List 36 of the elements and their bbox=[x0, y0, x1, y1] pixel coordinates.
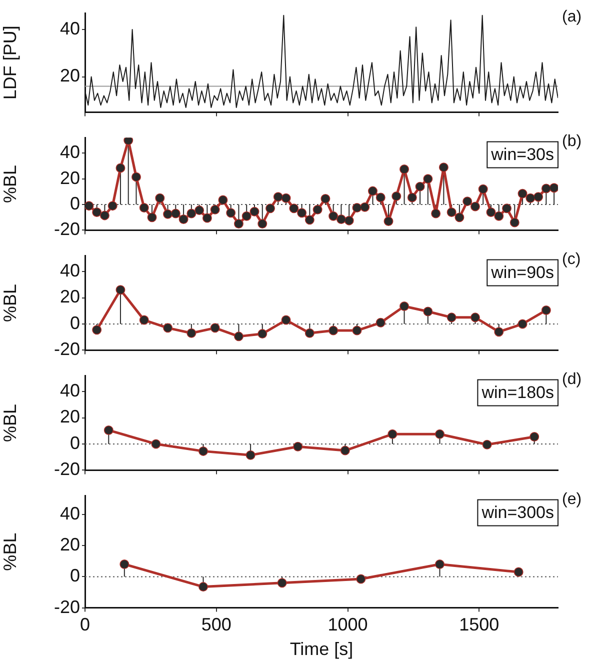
y-tick-label: 0 bbox=[70, 194, 80, 214]
y-tick-label: 20 bbox=[60, 66, 80, 86]
text: (d) bbox=[562, 371, 582, 388]
x-tick-label: 1000 bbox=[328, 614, 368, 635]
annotation: win=30s bbox=[490, 144, 554, 164]
text: (b) bbox=[562, 133, 582, 150]
x-tick-label: 500 bbox=[201, 614, 232, 635]
y-tick-label: 40 bbox=[60, 503, 80, 524]
x-axis-title: Time [s] bbox=[290, 639, 354, 660]
y-axis-title: LDF [PU] bbox=[0, 26, 20, 100]
text: (e) bbox=[562, 491, 582, 508]
y-tick-label: 0 bbox=[70, 432, 80, 453]
y-tick-label: 40 bbox=[60, 380, 80, 400]
x-tick-label: 1500 bbox=[459, 614, 500, 635]
y-tick-label: 20 bbox=[60, 406, 80, 427]
y-axis-title: %BL bbox=[0, 532, 20, 571]
y-tick-label: 0 bbox=[70, 312, 80, 333]
y-axis-title: %BL bbox=[0, 284, 20, 322]
y-tick-label: 40 bbox=[60, 18, 80, 38]
annotation: win=90s bbox=[490, 262, 554, 282]
y-tick-label: -20 bbox=[54, 596, 80, 617]
annotation: win=180s bbox=[480, 382, 554, 402]
y-tick-label: 20 bbox=[60, 168, 80, 188]
y-tick-label: 20 bbox=[60, 286, 80, 307]
y-tick-label: -20 bbox=[54, 339, 80, 360]
y-tick-label: 40 bbox=[60, 142, 80, 162]
y-tick-label: 40 bbox=[60, 260, 80, 280]
text: (c) bbox=[562, 251, 581, 268]
annotation: win=300s bbox=[480, 502, 554, 522]
y-axis-title: %BL bbox=[0, 164, 20, 204]
y-tick-label: -20 bbox=[54, 219, 80, 240]
y-axis-title: %BL bbox=[0, 404, 20, 442]
y-tick-label: 0 bbox=[70, 566, 80, 586]
y-tick-label: 20 bbox=[60, 534, 80, 555]
y-tick-label: -20 bbox=[54, 459, 80, 480]
text: (a) bbox=[562, 8, 582, 26]
